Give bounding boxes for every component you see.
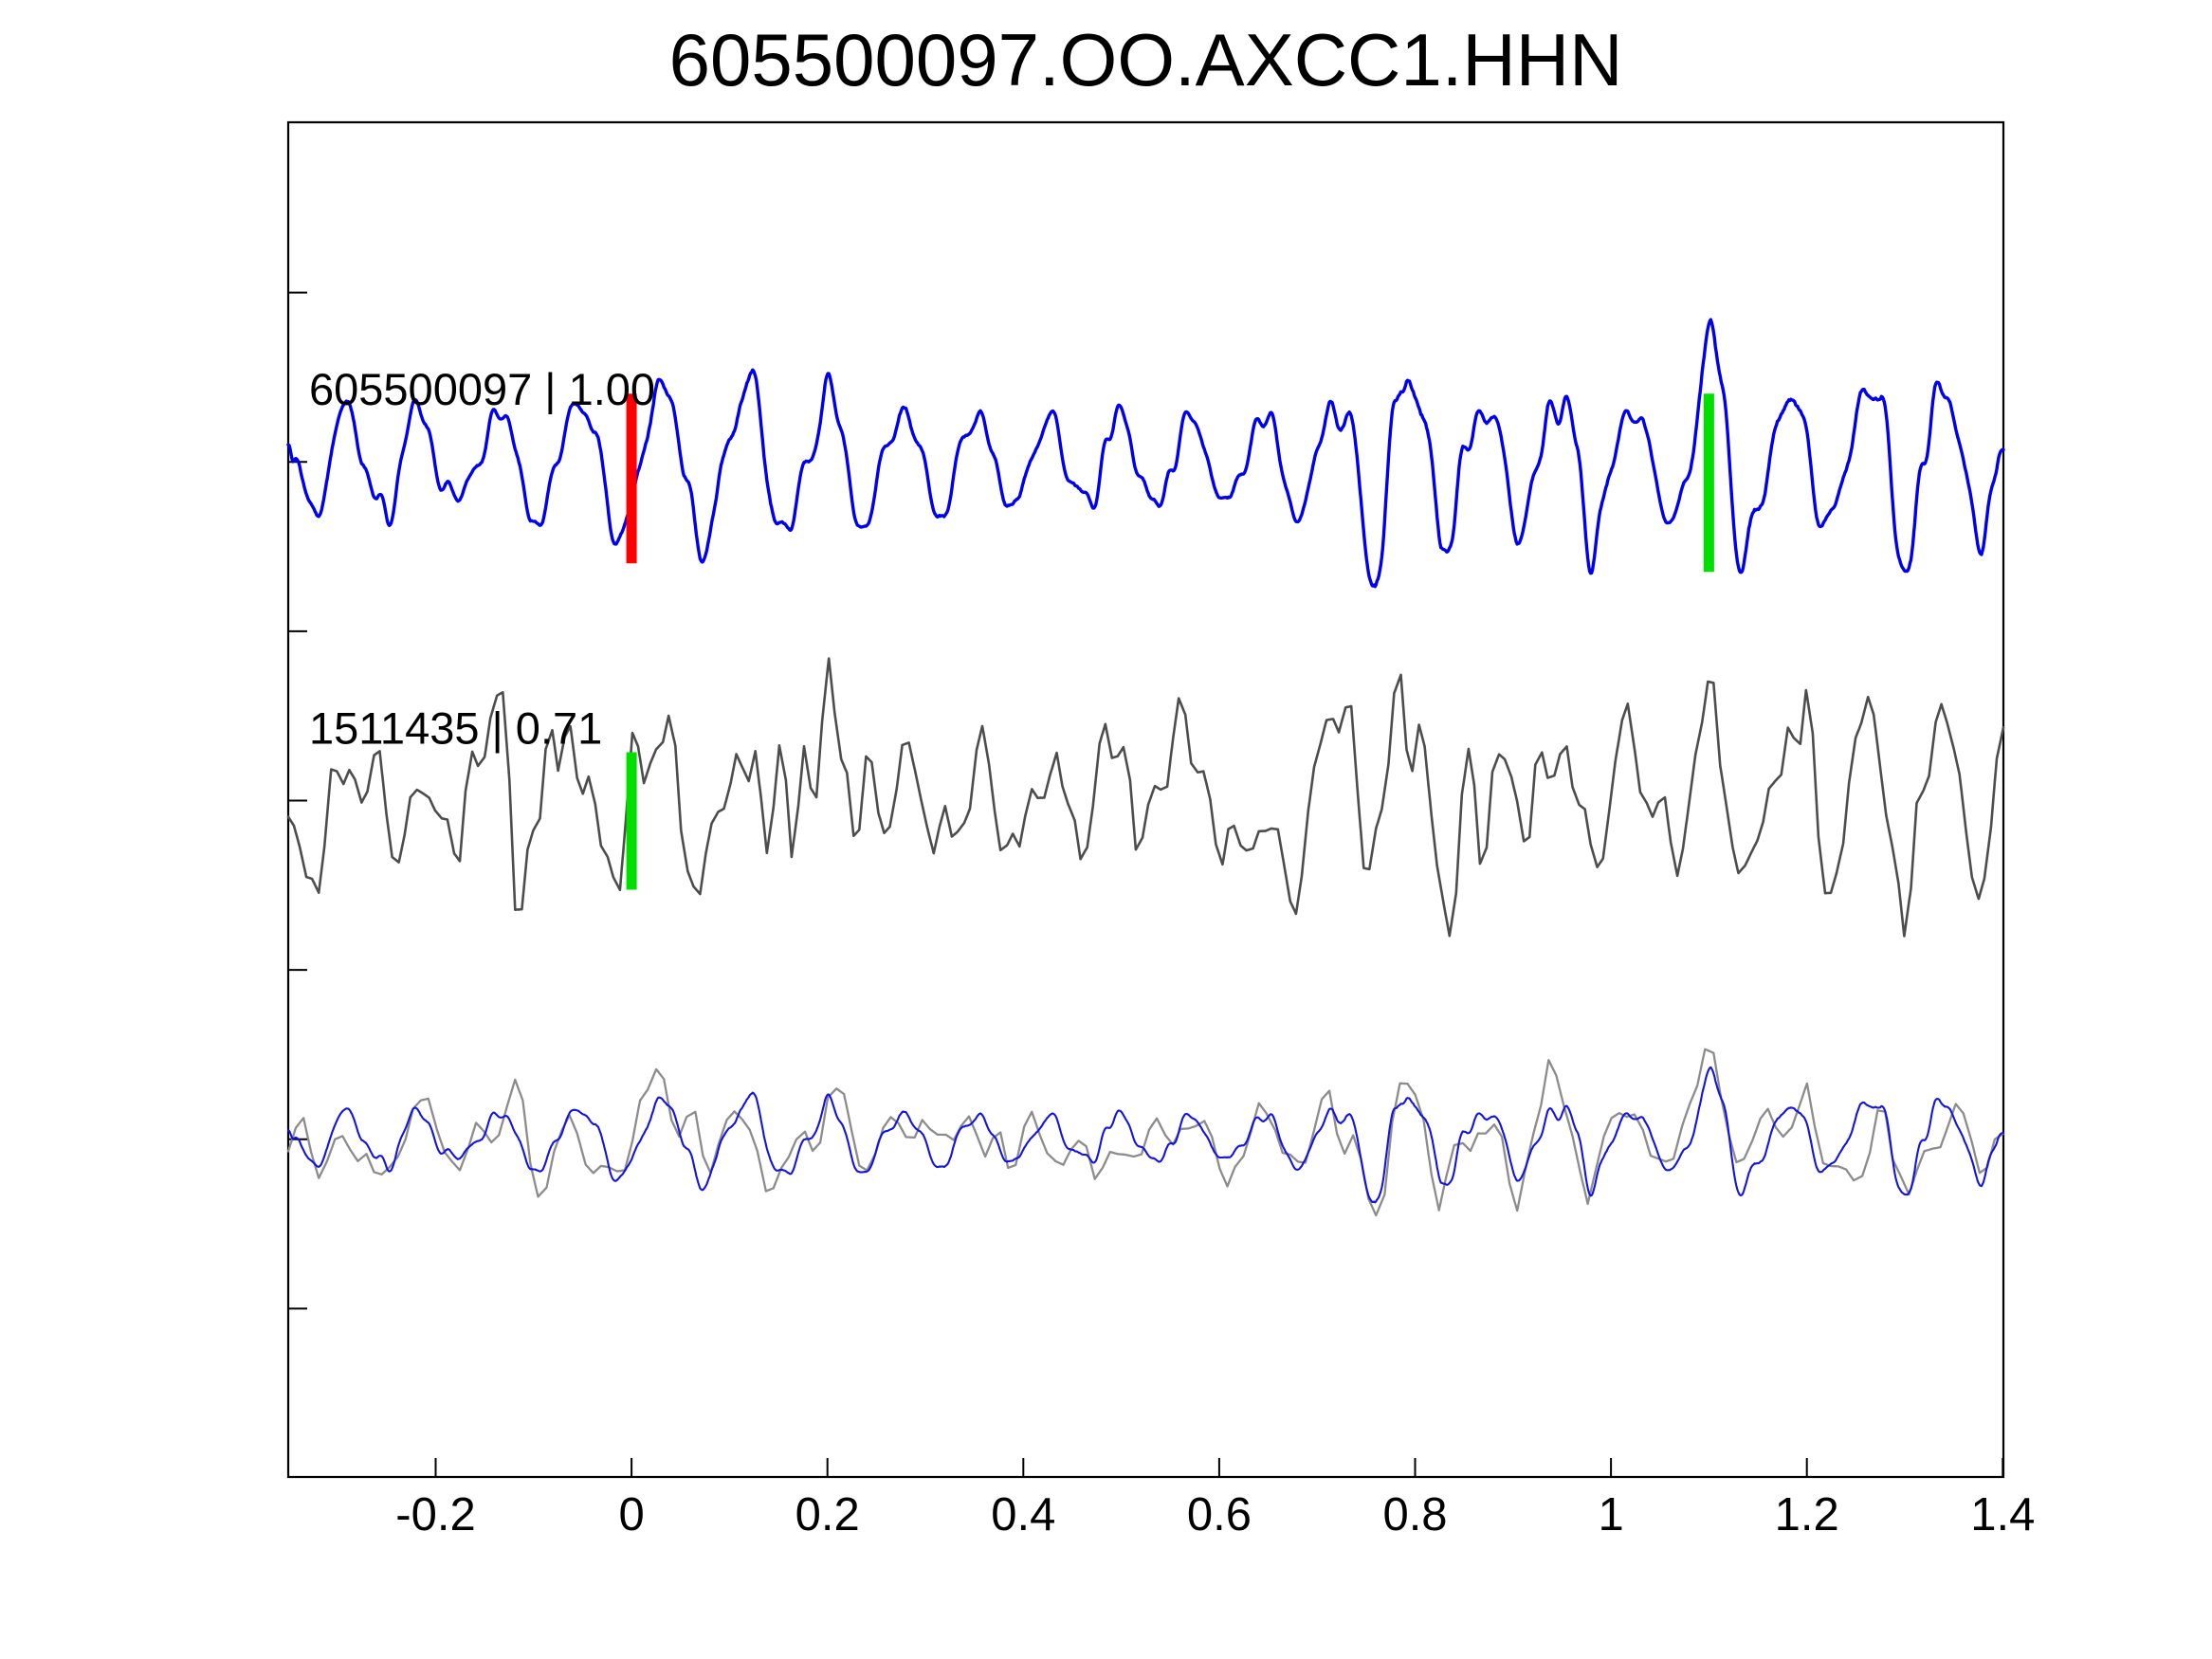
svg-text:0.4: 0.4 bbox=[991, 1489, 1055, 1540]
svg-text:1.2: 1.2 bbox=[1775, 1489, 1839, 1540]
svg-text:1511435 | 0.71: 1511435 | 0.71 bbox=[309, 703, 602, 754]
svg-text:605500097.OO.AXCC1.HHN: 605500097.OO.AXCC1.HHN bbox=[669, 18, 1623, 101]
svg-text:0.8: 0.8 bbox=[1382, 1489, 1447, 1540]
svg-text:0.2: 0.2 bbox=[795, 1489, 860, 1540]
svg-text:0.6: 0.6 bbox=[1187, 1489, 1252, 1540]
svg-text:605500097 | 1.00: 605500097 | 1.00 bbox=[309, 364, 655, 414]
svg-text:-0.2: -0.2 bbox=[395, 1489, 475, 1540]
svg-text:0: 0 bbox=[618, 1489, 644, 1540]
svg-text:1.4: 1.4 bbox=[1970, 1489, 2035, 1540]
svg-text:1: 1 bbox=[1598, 1489, 1623, 1540]
